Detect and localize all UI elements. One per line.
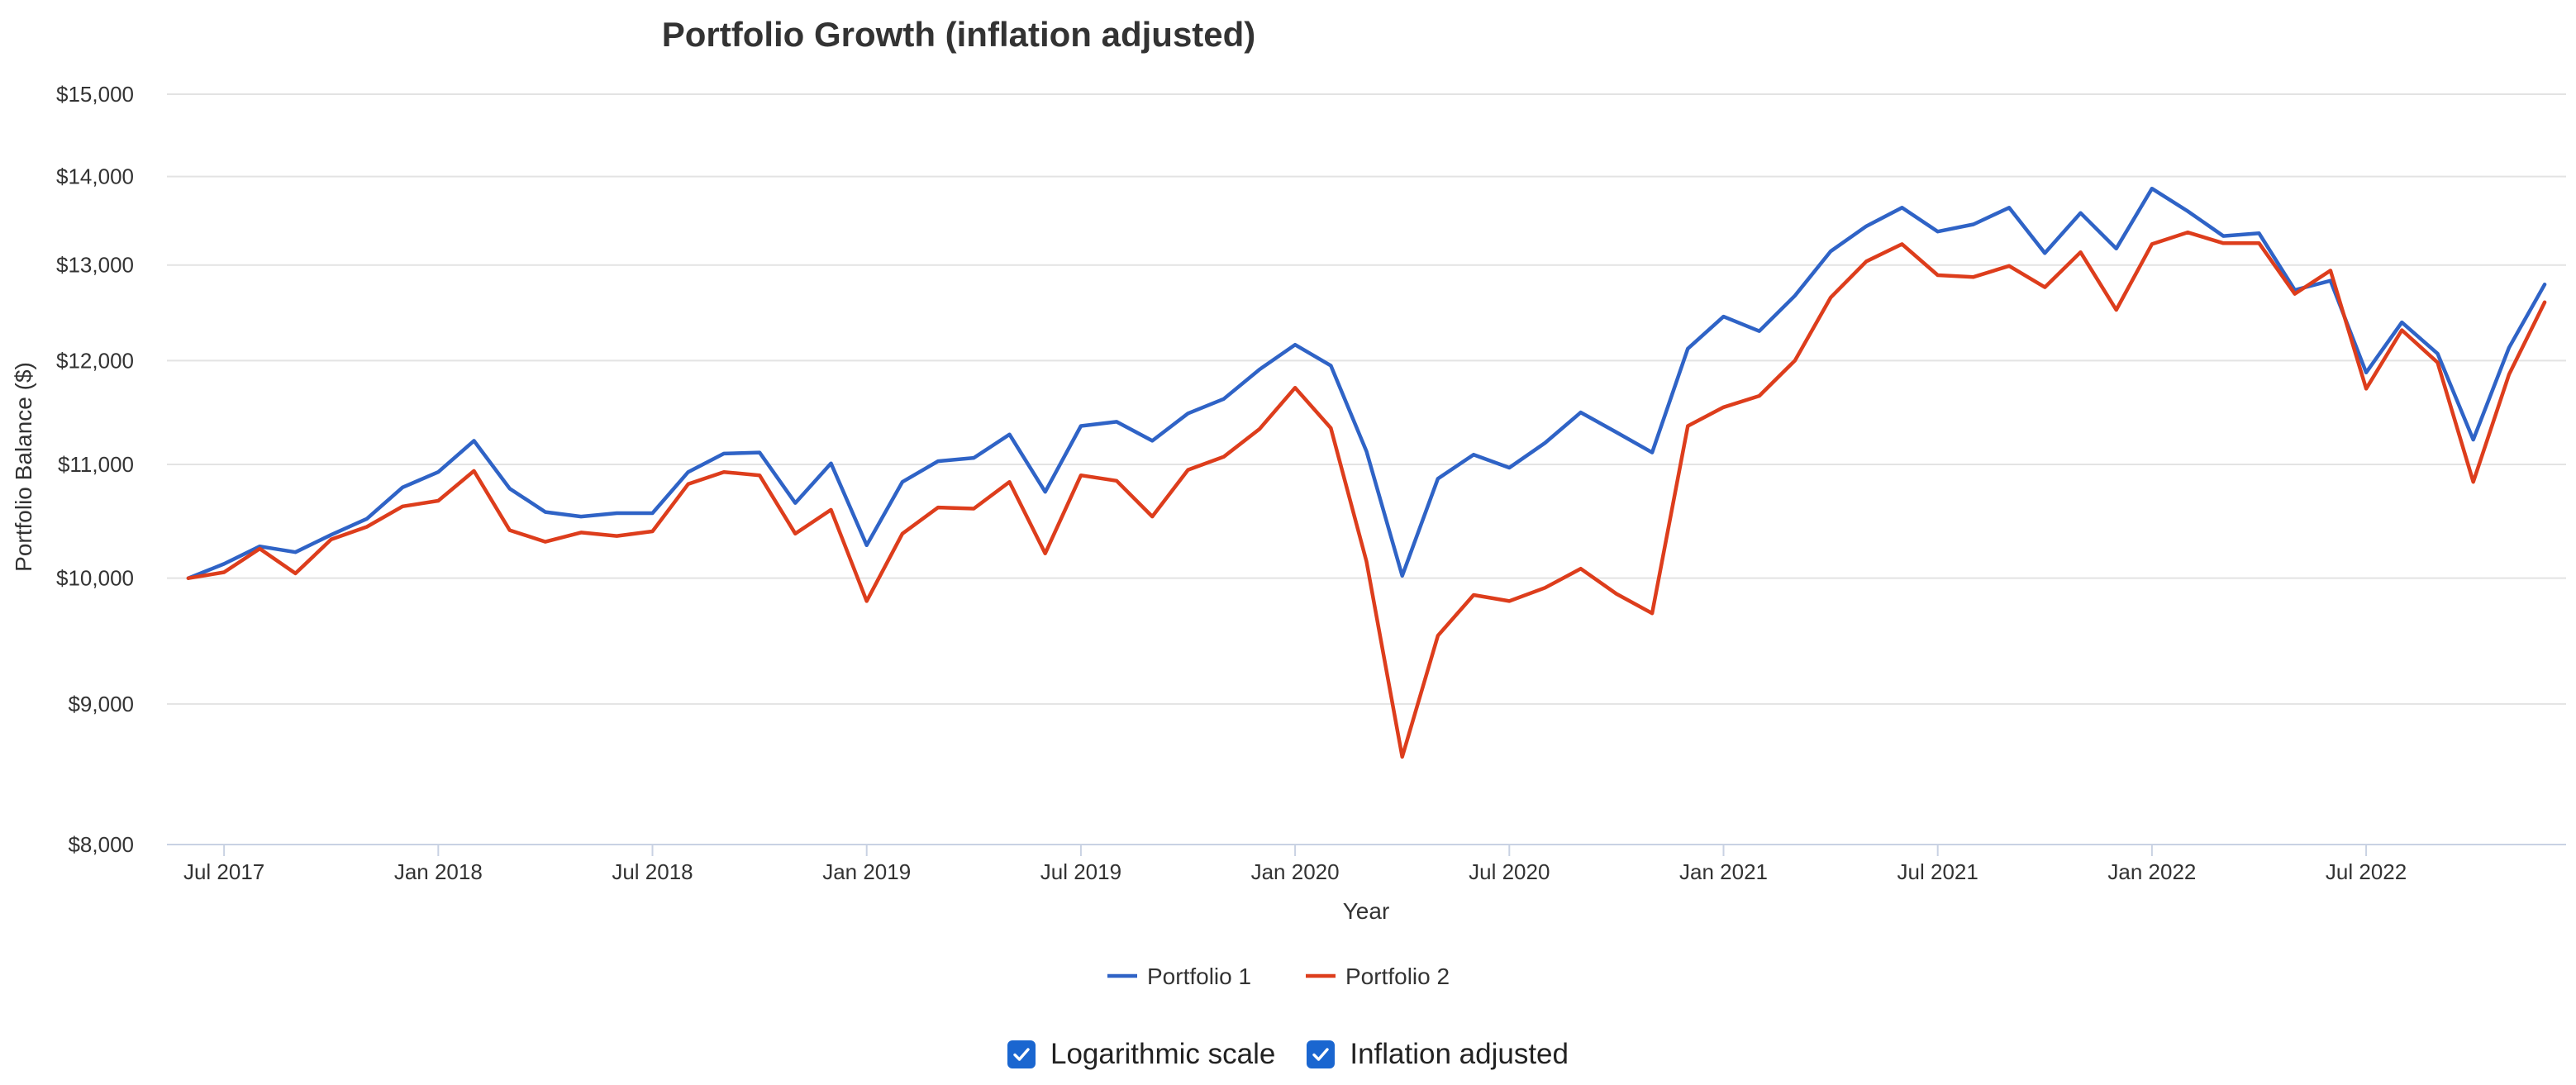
x-tick-label: Jan 2022 bbox=[2107, 859, 2196, 884]
log-scale-label: Logarithmic scale bbox=[1050, 1038, 1276, 1070]
y-tick-label: $8,000 bbox=[68, 832, 134, 857]
y-tick-label: $10,000 bbox=[56, 566, 134, 591]
x-axis-title: Year bbox=[1343, 898, 1390, 924]
portfolio-1-line bbox=[186, 186, 2547, 580]
x-axis-ticks: Jul 2017 Jan 2018 Jul 2018 Jan 2019 Jul 2019… bbox=[183, 845, 2407, 884]
log-scale-checkbox[interactable] bbox=[1007, 1040, 1036, 1068]
legend-label: Portfolio 1 bbox=[1147, 964, 1251, 989]
chart-options: Logarithmic scale Inflation adjusted bbox=[0, 1031, 2576, 1078]
checkmark-icon bbox=[1013, 1048, 1030, 1061]
legend-label: Portfolio 2 bbox=[1345, 964, 1450, 989]
inflation-adjusted-toggle[interactable]: Inflation adjusted bbox=[1307, 1038, 1569, 1071]
x-tick-label: Jul 2019 bbox=[1040, 859, 1121, 884]
chart-title: Portfolio Growth (inflation adjusted) bbox=[662, 15, 1256, 54]
y-axis-title: Portfolio Balance ($) bbox=[11, 362, 36, 572]
portfolio-2-line bbox=[186, 230, 2547, 759]
y-tick-label: $13,000 bbox=[56, 253, 134, 278]
data-series bbox=[186, 186, 2547, 759]
y-tick-label: $9,000 bbox=[68, 692, 134, 716]
x-tick-label: Jul 2021 bbox=[1897, 859, 1978, 884]
x-tick-label: Jan 2018 bbox=[394, 859, 483, 884]
inflation-adjusted-checkbox[interactable] bbox=[1307, 1040, 1336, 1068]
y-axis-tick-labels: $8,000 $9,000 $10,000 $11,000 $12,000 $13,000… bbox=[56, 82, 134, 857]
x-tick-label: Jan 2021 bbox=[1679, 859, 1768, 884]
y-tick-label: $14,000 bbox=[56, 164, 134, 189]
checkmark-icon bbox=[1312, 1048, 1330, 1061]
x-tick-label: Jan 2019 bbox=[822, 859, 911, 884]
x-tick-label: Jul 2020 bbox=[1469, 859, 1550, 884]
y-tick-label: $11,000 bbox=[58, 452, 134, 477]
y-tick-label: $12,000 bbox=[56, 348, 134, 373]
inflation-adjusted-label: Inflation adjusted bbox=[1350, 1038, 1569, 1070]
x-tick-label: Jan 2020 bbox=[1251, 859, 1340, 884]
y-tick-label: $15,000 bbox=[56, 82, 134, 107]
x-tick-label: Jul 2017 bbox=[183, 859, 264, 884]
x-tick-label: Jul 2018 bbox=[612, 859, 693, 884]
log-scale-toggle[interactable]: Logarithmic scale bbox=[1007, 1038, 1275, 1071]
legend: Portfolio 1 Portfolio 2 bbox=[1107, 964, 1450, 989]
x-tick-label: Jul 2022 bbox=[2326, 859, 2407, 884]
gridlines bbox=[167, 93, 2566, 705]
